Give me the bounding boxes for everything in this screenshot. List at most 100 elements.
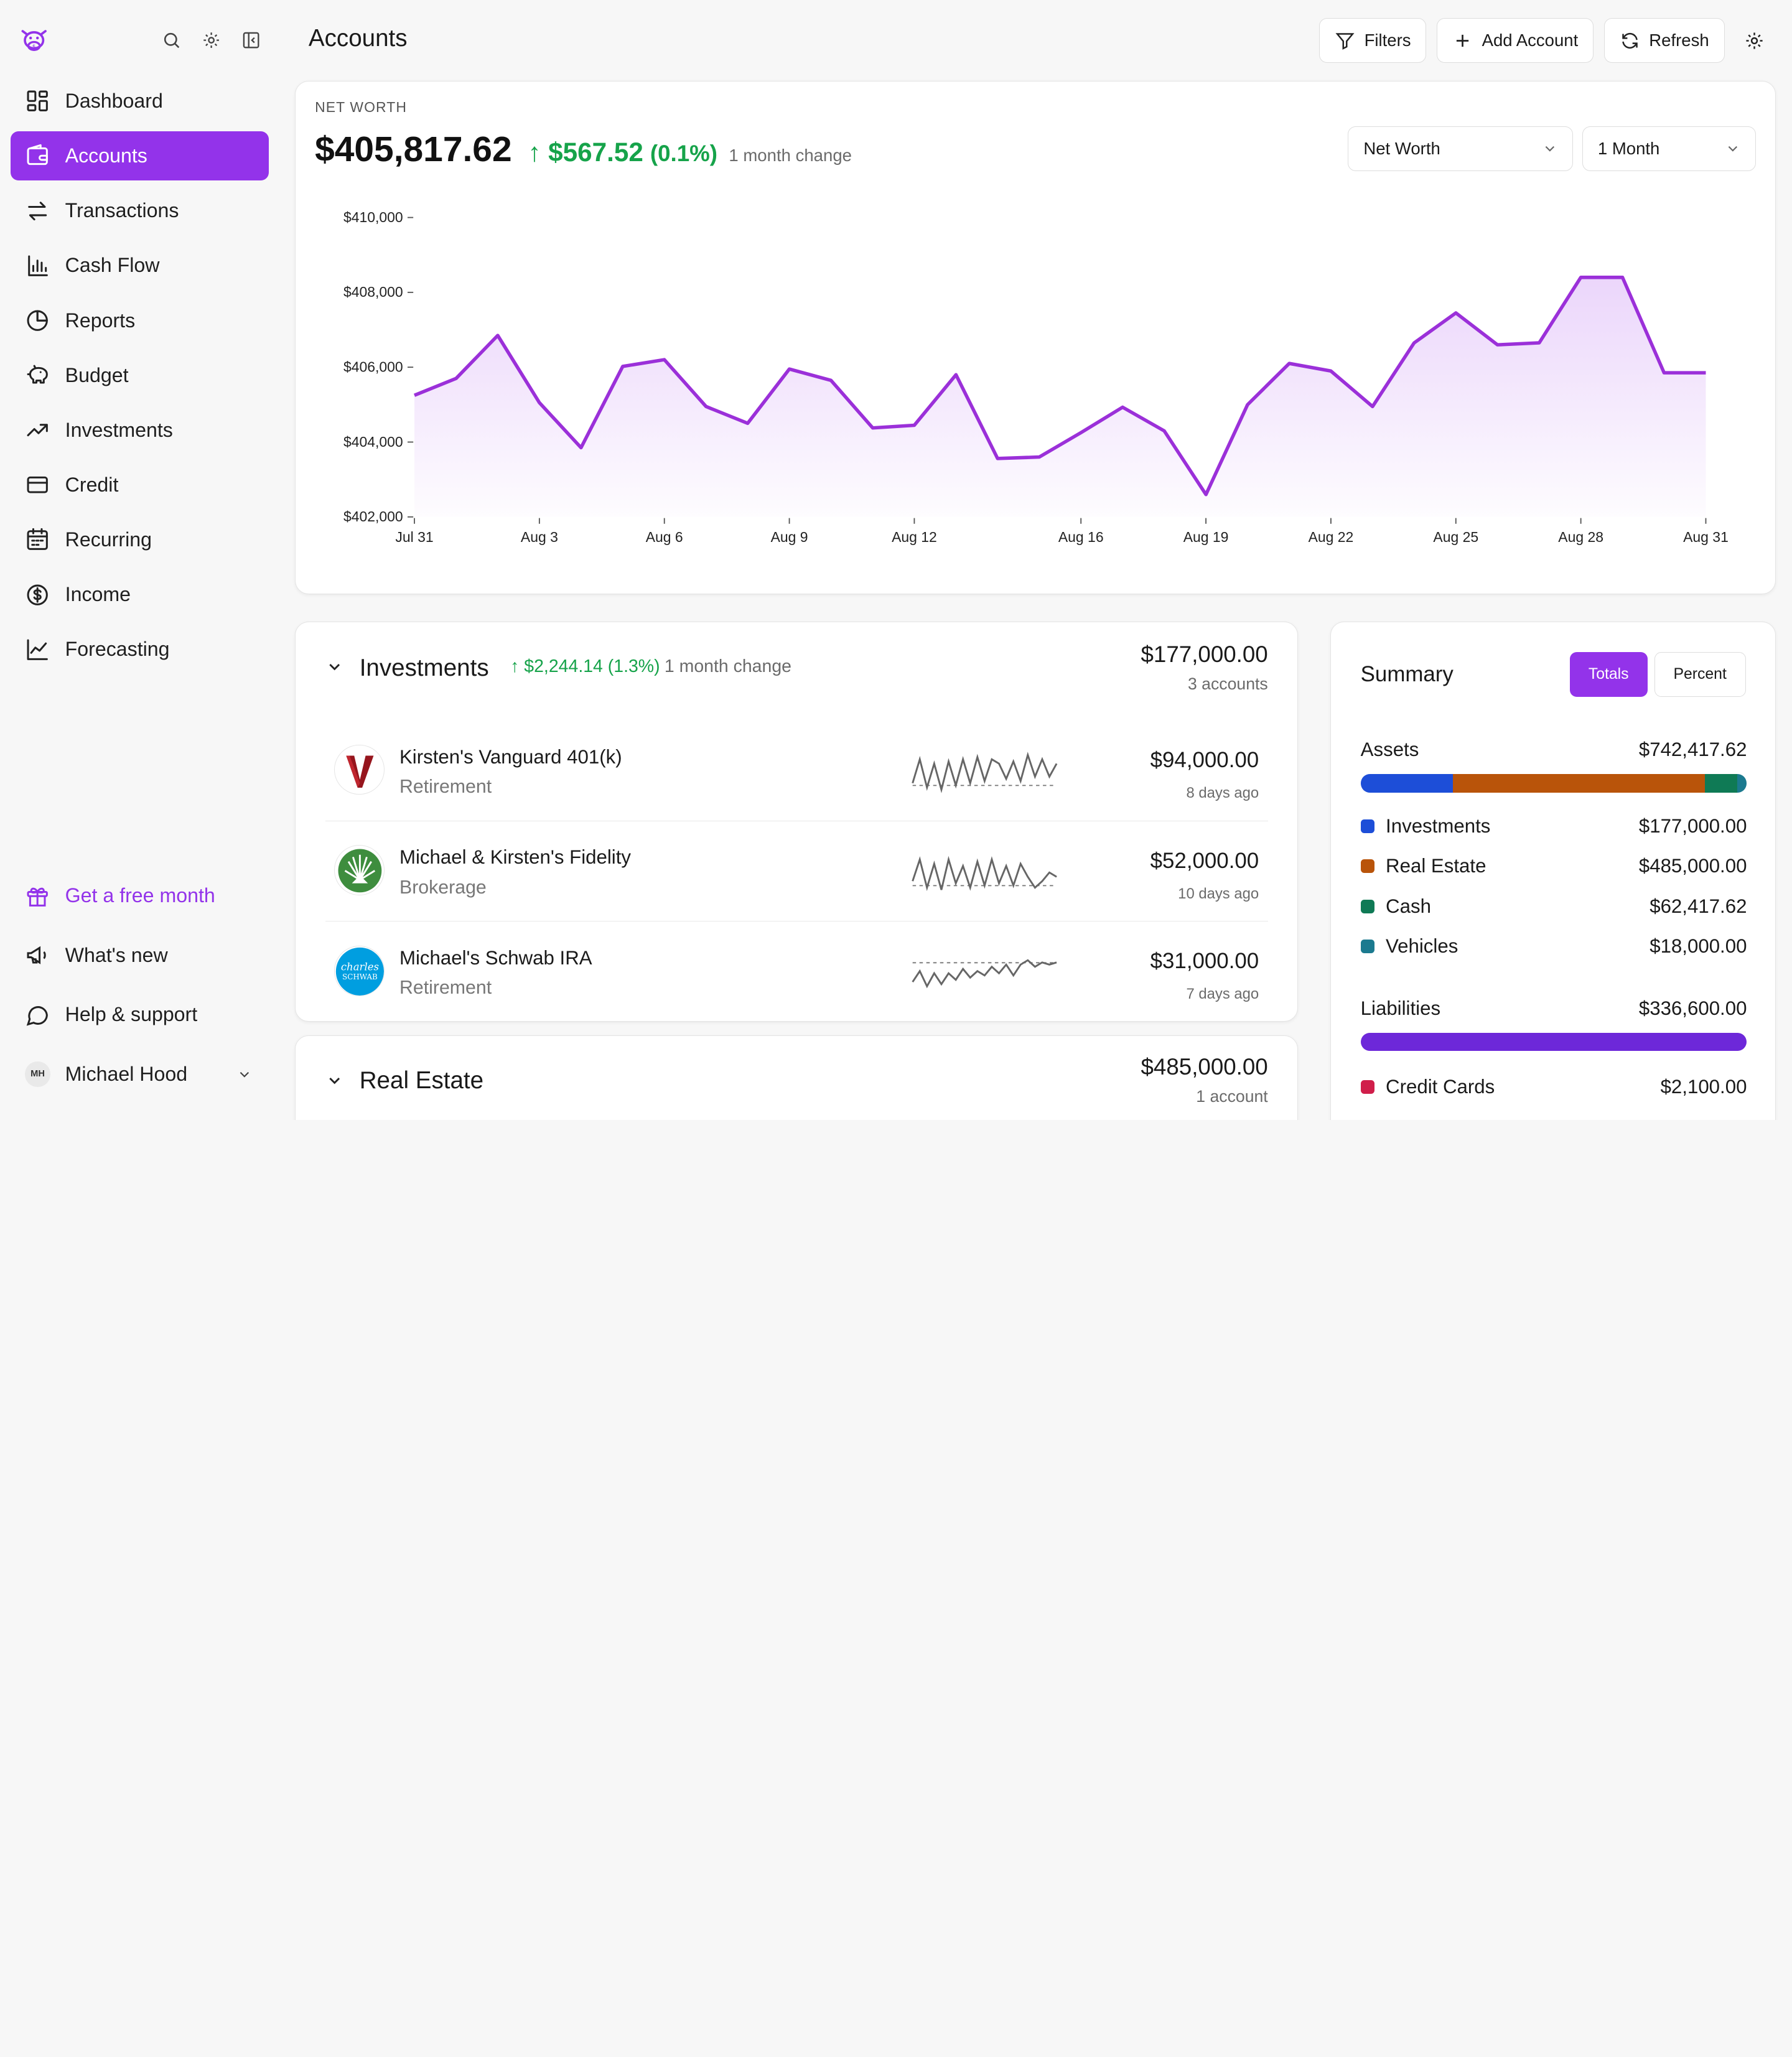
net-worth-chart[interactable]: $410,000 $408,000 $406,000 $404,000 $402,000… bbox=[296, 82, 1776, 595]
account-type: Retirement bbox=[399, 977, 492, 999]
account-row[interactable]: charles SCHWAB Michael's Schwab IRA Reti… bbox=[325, 921, 1268, 1022]
sidebar-item-accounts[interactable]: Accounts bbox=[10, 131, 269, 181]
account-updated: 7 days ago bbox=[1186, 986, 1259, 1003]
investments-account-count: 3 accounts bbox=[1187, 674, 1268, 694]
investments-change-caption: 1 month change bbox=[664, 656, 791, 677]
chevron-down-icon[interactable] bbox=[325, 1071, 343, 1089]
sidebar-item-investments[interactable]: Investments bbox=[11, 406, 269, 455]
net-worth-change-percent: (0.1%) bbox=[650, 140, 718, 166]
sidebar-item-income[interactable]: Income bbox=[11, 570, 269, 619]
search-icon[interactable] bbox=[160, 29, 183, 52]
percent-toggle[interactable]: Percent bbox=[1654, 651, 1746, 697]
investments-total-amount: $177,000.00 bbox=[1141, 641, 1268, 668]
range-select[interactable]: 1 Month bbox=[1582, 126, 1757, 171]
sidebar-item-forecasting[interactable]: Forecasting bbox=[11, 625, 269, 674]
account-balance: $31,000.00 bbox=[1150, 949, 1259, 974]
page-settings-button[interactable] bbox=[1735, 18, 1773, 63]
assets-section: Assets $742,417.62 Investments $177,000.0… bbox=[1360, 739, 1747, 966]
y-tick-label: $404,000 bbox=[343, 434, 403, 450]
sidebar: $ Dashboard Accounts Transactions Cash Flow… bbox=[0, 0, 279, 1120]
liabilities-breakdown-bar[interactable] bbox=[1360, 1032, 1747, 1051]
y-tick-label: $402,000 bbox=[343, 509, 403, 525]
liabilities-header: Liabilities $336,600.00 bbox=[1361, 997, 1747, 1025]
legend-row-real-estate[interactable]: Real Estate $485,000.00 bbox=[1360, 846, 1747, 886]
real-estate-group-title: Real Estate bbox=[359, 1066, 484, 1094]
totals-toggle[interactable]: Totals bbox=[1569, 651, 1648, 697]
app-logo-icon[interactable]: $ bbox=[18, 24, 50, 56]
refresh-button[interactable]: Refresh bbox=[1603, 18, 1725, 63]
legend-swatch bbox=[1360, 899, 1374, 913]
account-sparkline bbox=[912, 856, 1057, 892]
sparkline-path bbox=[912, 856, 1057, 892]
sidebar-item-reports[interactable]: Reports bbox=[11, 296, 269, 345]
add-account-button[interactable]: Add Account bbox=[1436, 18, 1594, 63]
piggy-bank-icon bbox=[27, 365, 49, 384]
dashboard-icon bbox=[27, 90, 49, 112]
vanguard-logo-icon bbox=[334, 744, 385, 795]
x-tick-label: Aug 25 bbox=[1433, 529, 1478, 546]
user-menu[interactable]: MH Michael Hood bbox=[11, 1049, 269, 1099]
account-row[interactable]: Kirsten's Vanguard 401(k) Retirement $94… bbox=[325, 721, 1268, 821]
legend-row-credit-cards[interactable]: Credit Cards $2,100.00 bbox=[1360, 1067, 1747, 1107]
filter-icon bbox=[1335, 32, 1355, 50]
legend-label: Investments bbox=[1386, 814, 1491, 837]
sidebar-item-dashboard[interactable]: Dashboard bbox=[11, 77, 269, 126]
help-support-link[interactable]: Help & support bbox=[11, 990, 269, 1040]
real-estate-group-header[interactable]: Real Estate $485,000.00 1 account bbox=[296, 1036, 1298, 1120]
assets-bar-segment-real-estate[interactable] bbox=[1452, 774, 1706, 793]
sidebar-item-transactions[interactable]: Transactions bbox=[11, 186, 269, 235]
liabilities-label: Liabilities bbox=[1360, 997, 1441, 1019]
chart-line bbox=[413, 276, 1706, 497]
filters-button[interactable]: Filters bbox=[1318, 18, 1427, 63]
whats-new-link[interactable]: What's new bbox=[11, 930, 269, 981]
y-tick-label: $408,000 bbox=[343, 284, 403, 301]
x-tick-label: Aug 31 bbox=[1683, 529, 1729, 546]
legend-row-cash[interactable]: Cash $62,417.62 bbox=[1360, 886, 1747, 926]
investments-group-card: Investments ↑ $2,244.14 (1.3%) 1 month ch… bbox=[294, 622, 1299, 1022]
chevron-down-icon[interactable] bbox=[325, 658, 343, 676]
sidebar-item-recurring[interactable]: Recurring bbox=[11, 515, 269, 564]
credit-card-icon bbox=[27, 477, 49, 493]
header-actions: Filters Add Account Refresh bbox=[1318, 18, 1774, 63]
x-tick-label: Aug 28 bbox=[1558, 529, 1603, 546]
account-name: Michael & Kirsten's Fidelity bbox=[399, 846, 632, 869]
schwab-logo-text-1: charles bbox=[341, 961, 379, 973]
pie-chart-icon bbox=[27, 310, 49, 331]
assets-bar-segment-vehicles[interactable] bbox=[1737, 774, 1747, 793]
sidebar-item-label: Investments bbox=[65, 418, 173, 441]
fidelity-logo-icon bbox=[334, 845, 385, 896]
legend-label: Credit Cards bbox=[1386, 1075, 1495, 1098]
y-tick-label: $410,000 bbox=[343, 209, 403, 225]
legend-row-vehicles[interactable]: Vehicles $18,000.00 bbox=[1360, 926, 1747, 966]
refresh-icon bbox=[1622, 32, 1638, 49]
liabilities-bar-segment[interactable] bbox=[1360, 1032, 1747, 1051]
metric-select[interactable]: Net Worth bbox=[1348, 126, 1574, 171]
investments-group-title: Investments bbox=[359, 654, 489, 681]
sidebar-item-budget[interactable]: Budget bbox=[11, 351, 269, 400]
legend-value: $485,000.00 bbox=[1638, 855, 1747, 877]
legend-swatch bbox=[1360, 859, 1374, 874]
account-updated: 10 days ago bbox=[1178, 885, 1259, 902]
gear-icon[interactable] bbox=[200, 29, 223, 52]
y-tick-label: $406,000 bbox=[343, 359, 403, 375]
schwab-logo-icon: charles SCHWAB bbox=[334, 945, 385, 996]
account-row[interactable]: Michael & Kirsten's Fidelity Brokerage $… bbox=[325, 821, 1268, 922]
net-worth-amount: $405,817.62 bbox=[315, 129, 512, 169]
assets-bar-segment-investments[interactable] bbox=[1360, 774, 1453, 793]
assets-breakdown-bar[interactable] bbox=[1360, 774, 1747, 793]
sidebar-item-cash-flow[interactable]: Cash Flow bbox=[11, 241, 269, 290]
account-name: Kirsten's Vanguard 401(k) bbox=[399, 745, 622, 768]
account-balance: $52,000.00 bbox=[1150, 848, 1259, 873]
x-tick-label: Aug 9 bbox=[770, 529, 808, 546]
real-estate-group-total: $485,000.00 1 account bbox=[1141, 1054, 1268, 1106]
assets-bar-segment-cash[interactable] bbox=[1705, 774, 1738, 793]
gear-icon bbox=[1746, 32, 1763, 49]
collapse-sidebar-icon[interactable] bbox=[240, 29, 263, 52]
summary-title: Summary bbox=[1360, 662, 1454, 687]
add-account-label: Add Account bbox=[1482, 30, 1579, 50]
trending-up-icon bbox=[27, 424, 49, 437]
get-free-month-link[interactable]: Get a free month bbox=[11, 871, 269, 921]
legend-row-investments[interactable]: Investments $177,000.00 bbox=[1360, 806, 1747, 846]
investments-group-header[interactable]: Investments ↑ $2,244.14 (1.3%) 1 month ch… bbox=[296, 622, 1298, 714]
sidebar-item-credit[interactable]: Credit bbox=[11, 460, 269, 510]
